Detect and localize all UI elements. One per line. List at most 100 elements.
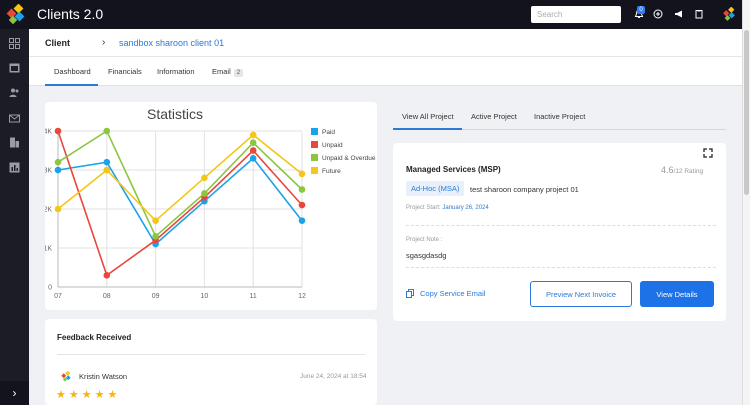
x-tick-label: 10: [201, 293, 209, 300]
y-tick-label: 3K: [45, 168, 52, 175]
preview-next-invoice-button[interactable]: Preview Next Invoice: [530, 281, 632, 307]
search-input[interactable]: [531, 6, 621, 23]
x-tick-label: 09: [152, 293, 160, 300]
app-title: Clients 2.0: [37, 6, 104, 22]
data-point: [201, 174, 208, 182]
view-details-button[interactable]: View Details: [640, 281, 714, 307]
copy-icon: [406, 289, 414, 298]
legend-swatch: [311, 167, 318, 174]
user-logo-icon[interactable]: [722, 7, 736, 21]
legend-label: Paid: [322, 129, 335, 136]
breadcrumb-root[interactable]: Client: [45, 38, 71, 48]
tab-view-all-project[interactable]: View All Project: [402, 112, 454, 121]
data-point: [201, 190, 208, 197]
legend-swatch: [311, 128, 318, 135]
project-type-tag: Ad-Hoc (MSA): [406, 181, 465, 196]
project-name: test sharoon company project 01: [470, 185, 579, 194]
copy-service-email-link[interactable]: Copy Service Email: [406, 289, 485, 298]
tab-information[interactable]: Information: [157, 67, 195, 76]
project-tabs: View All Project Active Project Inactive…: [393, 102, 726, 130]
tab-active-project[interactable]: Active Project: [471, 112, 517, 121]
grid-icon[interactable]: [9, 38, 20, 49]
series-line: [57, 133, 303, 222]
data-point: [249, 139, 257, 146]
x-tick-label: 07: [54, 293, 62, 300]
chevron-right-icon: ›: [102, 37, 106, 48]
star-rating: ★★★★★: [56, 389, 121, 401]
feedback-date: June 24, 2024 at 18:54: [300, 373, 367, 380]
project-rating: 4.6/12 Rating: [661, 165, 703, 175]
statistics-chart: Statistics 0 1K 2K 3K 4K 07 08 09 10 11 12 Paid Unpai…: [45, 106, 376, 300]
avatar: [61, 371, 71, 382]
project-start-date: January 26, 2024: [442, 205, 489, 211]
x-tick-label: 12: [298, 293, 306, 300]
series-line: [57, 129, 303, 238]
project-title: Managed Services (MSP): [406, 165, 501, 174]
x-tick-label: 11: [250, 293, 257, 300]
top-bar: Clients 2.0 0: [0, 0, 742, 29]
project-start: Project Start: January 26, 2024: [406, 205, 489, 211]
tab-dashboard[interactable]: Dashboard: [54, 67, 91, 76]
building-icon[interactable]: [9, 137, 20, 148]
legend-swatch: [311, 141, 318, 148]
feedback-author: Kristin Watson: [79, 372, 128, 381]
feedback-divider: [57, 354, 365, 355]
mail-icon[interactable]: [9, 113, 20, 124]
data-point: [103, 158, 111, 166]
data-point: [54, 166, 62, 174]
calendar-icon[interactable]: [9, 62, 20, 73]
feedback-card: Feedback Received Kristin Watson June 24…: [45, 319, 377, 405]
series-line: [57, 157, 303, 246]
y-tick-label: 1K: [45, 246, 52, 253]
plus-circle-icon[interactable]: [652, 8, 664, 20]
chart-icon[interactable]: [9, 162, 20, 173]
data-point: [298, 170, 306, 178]
data-point: [298, 186, 306, 193]
active-tab-indicator: [45, 84, 98, 86]
scroll-thumb[interactable]: [744, 30, 749, 195]
data-point: [54, 205, 62, 213]
series-line: [57, 130, 303, 277]
project-divider: [406, 225, 716, 226]
project-start-label: Project Start:: [406, 205, 441, 211]
statistics-card: Statistics 0 1K 2K 3K 4K 07 08 09 10 11 12 Paid Unpai…: [45, 102, 377, 310]
tab-inactive-project[interactable]: Inactive Project: [534, 112, 586, 121]
rating-value: 4.6: [661, 165, 674, 175]
data-point: [103, 272, 111, 279]
tab-financials[interactable]: Financials: [108, 67, 142, 76]
legend-label: Unpaid & Overdue: [322, 155, 376, 162]
y-tick-label: 0: [48, 285, 52, 292]
chart-title: Statistics: [147, 106, 203, 122]
data-point: [152, 233, 159, 240]
data-point: [249, 155, 257, 162]
notification-badge: 0: [637, 6, 645, 14]
active-project-tab-indicator: [393, 128, 462, 130]
users-icon[interactable]: [9, 87, 20, 98]
project-card: Managed Services (MSP) 4.6/12 Rating Ad-…: [393, 143, 726, 321]
project-divider-2: [406, 267, 716, 268]
page-scrollbar[interactable]: [742, 0, 750, 405]
tab-email-label: Email: [212, 67, 231, 76]
megaphone-icon[interactable]: [673, 8, 685, 20]
data-point: [152, 217, 159, 224]
data-point: [298, 201, 306, 209]
data-point: [103, 127, 111, 135]
breadcrumb: Client › sandbox sharoon client 01: [29, 29, 742, 57]
sidebar-toggle-button[interactable]: ›: [0, 381, 29, 405]
data-point: [249, 147, 257, 154]
breadcrumb-current[interactable]: sandbox sharoon client 01: [119, 38, 225, 48]
x-tick-label: 08: [103, 293, 111, 300]
y-tick-label: 4K: [45, 129, 52, 136]
y-tick-label: 2K: [45, 207, 52, 214]
client-tabs: Dashboard Financials Information Email 2: [29, 57, 742, 86]
app-logo-icon[interactable]: [5, 4, 25, 24]
legend-swatch: [311, 154, 318, 161]
sidebar: ›: [0, 29, 29, 405]
data-point: [54, 158, 62, 166]
email-count-badge: 2: [233, 69, 244, 77]
feedback-title: Feedback Received: [57, 333, 132, 342]
clipboard-icon[interactable]: [693, 8, 705, 20]
legend-label: Future: [322, 168, 341, 175]
expand-icon[interactable]: [703, 148, 713, 161]
tab-email[interactable]: Email 2: [212, 67, 244, 77]
